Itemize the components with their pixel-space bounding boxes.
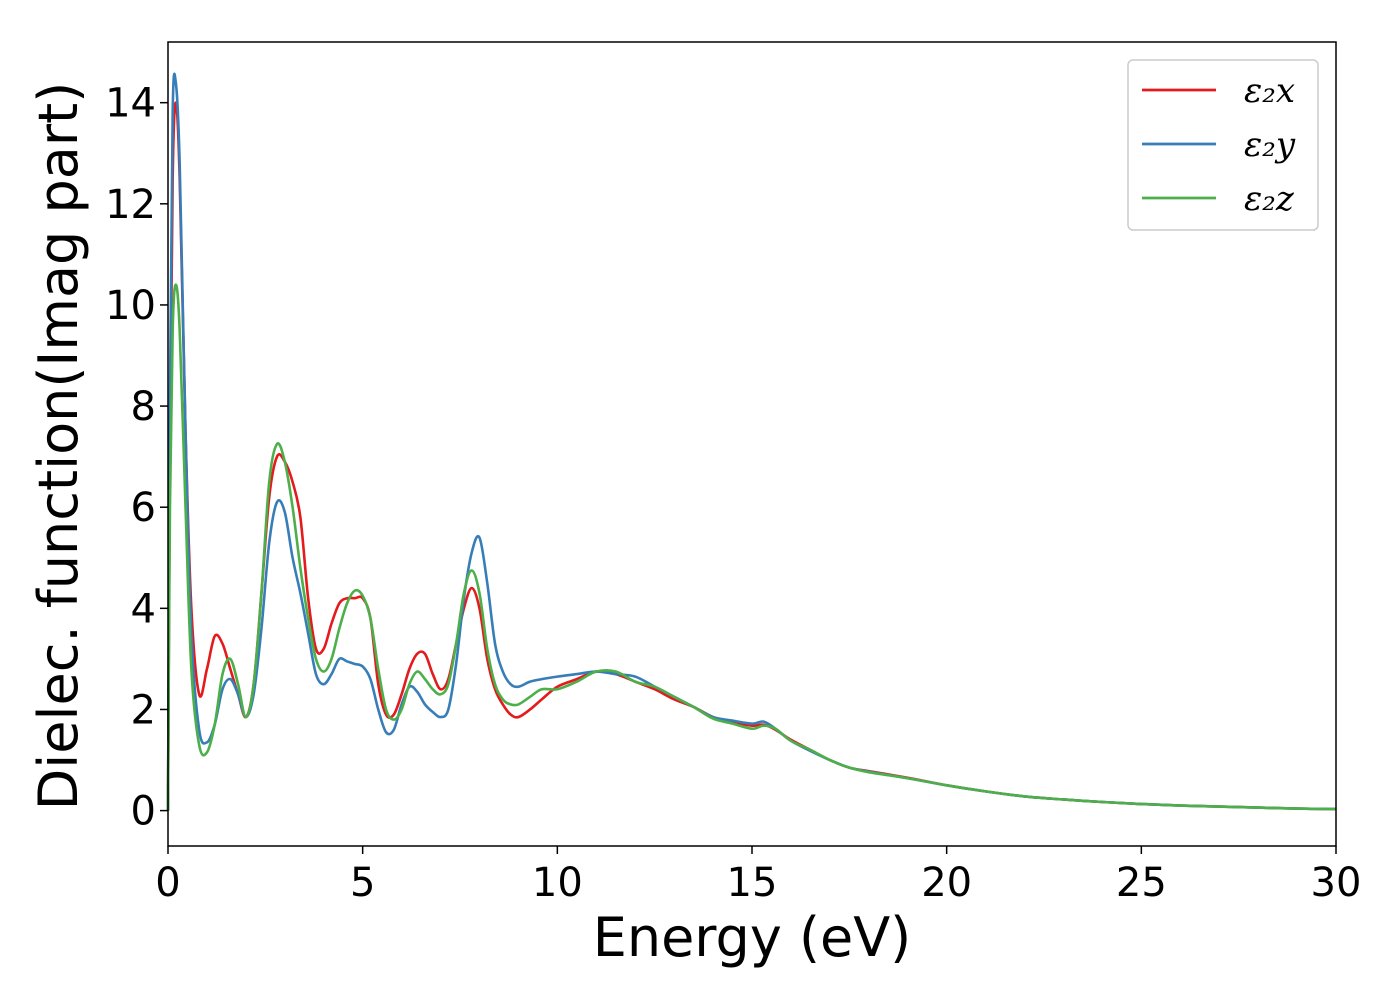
legend-label-2: ε₂y	[1244, 125, 1296, 165]
legend-label-1: ε₂x	[1244, 71, 1295, 111]
series-line-3	[166, 283, 1337, 811]
x-tick-label: 15	[727, 860, 778, 906]
y-tick-label: 0	[131, 789, 156, 835]
series-layer	[166, 72, 1337, 811]
legend-label-3: ε₂z	[1244, 179, 1295, 219]
y-axis: 0 2 4 6 8 10 12 14	[105, 81, 168, 835]
y-tick-label: 4	[131, 586, 156, 632]
y-tick-label: 2	[131, 687, 156, 733]
legend: ε₂x ε₂y ε₂z	[1127, 59, 1319, 231]
y-tick-label: 14	[105, 81, 156, 127]
legend-box	[1127, 59, 1319, 231]
x-tick-label: 30	[1311, 860, 1362, 906]
x-tick-label: 10	[532, 860, 583, 906]
y-tick-label: 8	[131, 384, 156, 430]
y-tick-label: 10	[105, 283, 156, 329]
x-tick-label: 5	[350, 860, 375, 906]
x-tick-label: 20	[921, 860, 972, 906]
y-tick-label: 12	[105, 182, 156, 228]
x-axis-label: Energy (eV)	[593, 906, 912, 969]
y-tick-label: 6	[131, 485, 156, 531]
x-tick-label: 0	[155, 860, 180, 906]
x-tick-label: 25	[1116, 860, 1167, 906]
y-axis-label: Dielec. function(Imag part)	[27, 82, 90, 811]
x-axis: 0 5 10 15 20 25 30	[155, 846, 1361, 906]
